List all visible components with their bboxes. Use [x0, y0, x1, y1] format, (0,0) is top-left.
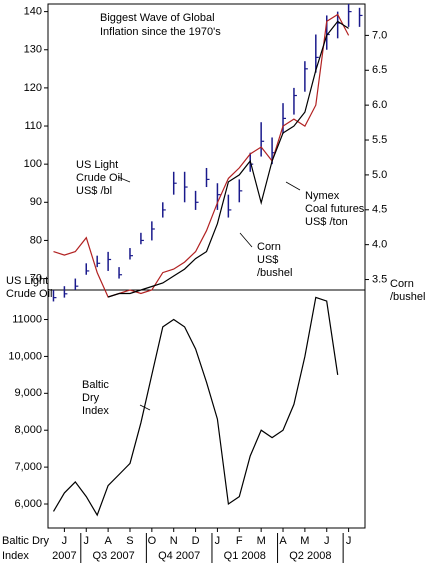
y-tick-label: 70 [30, 272, 42, 284]
y-tick-label: 90 [30, 196, 42, 208]
y-tick-label: 130 [24, 44, 42, 56]
y-tick-label: 8,000 [14, 424, 42, 436]
annotation: US$ /bl [76, 185, 112, 197]
period-label: Q2 2008 [289, 550, 331, 562]
annotation: /bushel [257, 267, 292, 279]
y-tick-label: 10,000 [8, 350, 42, 362]
x-tick-label: J [346, 535, 352, 547]
series-line [107, 20, 349, 298]
annotation: US$ [257, 254, 278, 266]
x-tick-label: D [192, 535, 200, 547]
plot-frame [47, 3, 366, 529]
y2-tick-label: 5.0 [372, 169, 387, 181]
x-tick-label: M [257, 535, 266, 547]
annotation: Baltic [82, 379, 109, 391]
x-tick-label: F [236, 535, 243, 547]
chart-title: Biggest Wave of Global [100, 12, 215, 24]
y2-tick-label: 5.5 [372, 134, 387, 146]
axis-label: Baltic Dry [2, 535, 50, 547]
series-line [53, 13, 350, 298]
period-label: Q1 2008 [224, 550, 266, 562]
y2-tick-label: 7.0 [372, 29, 387, 41]
annotation: US Light [76, 159, 118, 171]
annotation-pointer [139, 404, 151, 411]
series-line [52, 296, 339, 517]
period-label: Q3 2007 [92, 550, 134, 562]
annotation: Crude Oil [76, 172, 122, 184]
y-tick-label: 120 [24, 82, 42, 94]
period-label: 2007 [52, 550, 76, 562]
annotation: Index [82, 405, 109, 417]
y2-tick-label: 4.5 [372, 204, 387, 216]
y-tick-label: 110 [24, 120, 42, 132]
x-tick-label: J [215, 535, 221, 547]
y2-tick-label: 4.0 [372, 239, 387, 251]
x-tick-label: J [84, 535, 90, 547]
annotation: Crude Oil [6, 288, 52, 300]
annotation: US$ /ton [305, 216, 348, 228]
annotation-pointer [117, 176, 131, 183]
annotation: /bushel [390, 291, 425, 303]
annotation: Coal futures [305, 203, 365, 215]
x-tick-label: S [126, 535, 133, 547]
period-label: Q4 2007 [158, 550, 200, 562]
y-tick-label: 140 [24, 6, 42, 18]
x-tick-label: J [62, 535, 68, 547]
annotation-pointer [285, 181, 301, 191]
y-tick-label: 80 [30, 234, 42, 246]
annotation: Corn [390, 278, 414, 290]
y-tick-label: 100 [24, 158, 42, 170]
x-tick-label: N [170, 535, 178, 547]
x-tick-label: A [104, 535, 112, 547]
y-tick-label: 7,000 [14, 461, 42, 473]
x-tick-label: A [279, 535, 287, 547]
annotation-pointer [239, 232, 253, 248]
y-tick-label: 11000 [12, 313, 42, 325]
y2-tick-label: 3.5 [372, 273, 387, 285]
annotation: Nymex [305, 190, 340, 202]
y2-tick-label: 6.0 [372, 99, 387, 111]
y-tick-label: 9,000 [14, 387, 42, 399]
y2-tick-label: 6.5 [372, 64, 387, 76]
annotation: US Light [6, 275, 48, 287]
x-tick-label: O [148, 535, 157, 547]
axis-label: Index [2, 550, 29, 562]
y-tick-label: 6,000 [14, 498, 42, 510]
x-tick-label: M [300, 535, 309, 547]
x-tick-label: J [324, 535, 330, 547]
chart-title: Inflation since the 1970's [100, 26, 221, 38]
annotation: Corn [257, 241, 281, 253]
annotation: Dry [82, 392, 100, 404]
